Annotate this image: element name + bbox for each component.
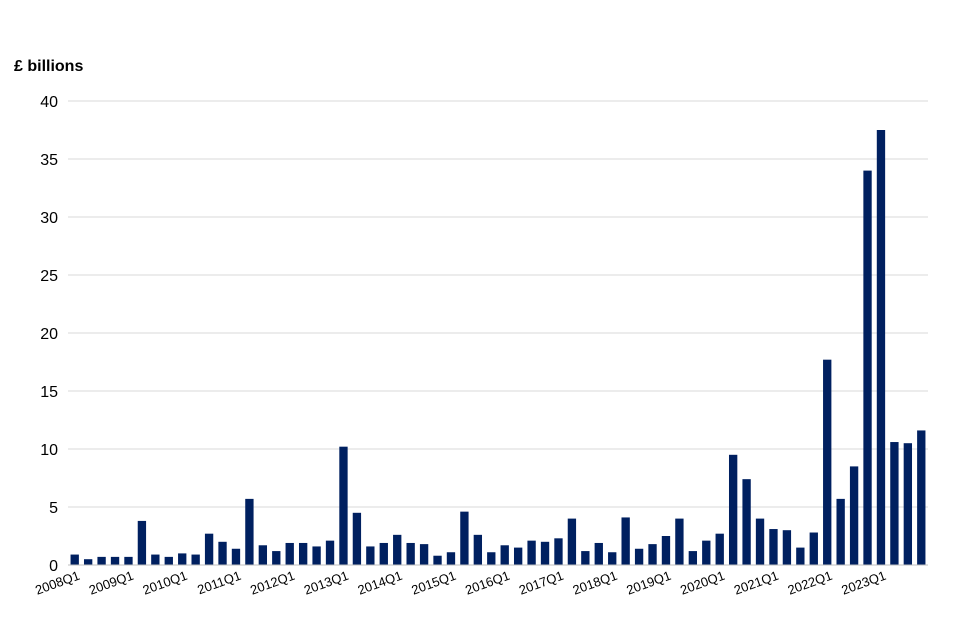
bar-2012Q2 (298, 542, 308, 565)
bar-2008Q4 (110, 556, 120, 565)
y-tick-label: 40 (40, 94, 58, 111)
bar-2013Q1 (339, 446, 348, 565)
bar-2022Q2 (836, 498, 845, 565)
bar-2023Q2 (890, 442, 899, 565)
bar-2018Q4 (648, 544, 657, 565)
bar-2009Q4 (164, 556, 173, 565)
x-tick-label: 2022Q1 (786, 568, 835, 598)
bar-2017Q1 (554, 538, 563, 565)
bar-2012Q4 (325, 540, 335, 565)
bar-2023Q4 (917, 430, 926, 565)
bar-2016Q2 (513, 547, 523, 565)
bar-2009Q1 (124, 556, 133, 565)
bar-2020Q2 (728, 454, 738, 565)
y-tick-label: 20 (40, 326, 58, 343)
bar-2019Q3 (688, 551, 698, 565)
x-tick-label: 2020Q1 (678, 568, 727, 598)
x-tick-label: 2009Q1 (87, 568, 136, 598)
x-tick-label: 2014Q1 (356, 568, 405, 598)
bar-2018Q1 (608, 552, 617, 565)
x-tick-label: 2010Q1 (141, 568, 190, 598)
x-tick-label: 2012Q1 (248, 568, 297, 598)
bar-2017Q4 (594, 542, 603, 565)
bar-2022Q1 (823, 359, 832, 565)
bar-2013Q2 (352, 512, 362, 565)
x-tick-label: 2023Q1 (839, 568, 888, 598)
bar-2008Q2 (83, 559, 93, 565)
bar-2015Q4 (487, 552, 496, 565)
bar-2019Q4 (702, 540, 711, 565)
y-tick-label: 35 (40, 152, 58, 169)
gridlines (68, 100, 928, 508)
x-tick-label: 2018Q1 (571, 568, 620, 598)
bar-2014Q3 (419, 544, 429, 565)
bar-2008Q1 (70, 554, 79, 565)
bar-2012Q1 (285, 542, 294, 565)
bar-2012Q3 (312, 546, 321, 565)
bar-2018Q2 (621, 517, 630, 565)
bar-2015Q3 (473, 534, 483, 565)
bar-2011Q3 (258, 545, 268, 565)
x-axis-ticks: 2008Q1 2009Q1 2010Q1 2011Q1 2012Q1 2013Q1 2014… (33, 568, 888, 598)
bar-2010Q1 (178, 553, 187, 565)
x-tick-label: 2015Q1 (409, 568, 458, 598)
bar-2022Q4 (863, 170, 872, 565)
bar-2021Q3 (796, 547, 805, 565)
x-tick-label: 2017Q1 (517, 568, 566, 598)
bar-2009Q2 (137, 520, 147, 565)
bar-2020Q3 (742, 479, 751, 565)
bar-2015Q1 (446, 552, 456, 565)
bar-2010Q3 (204, 533, 214, 565)
bar-2016Q1 (500, 545, 509, 565)
y-tick-label: 10 (40, 442, 58, 459)
bar-2015Q2 (460, 511, 469, 565)
bar-2010Q4 (218, 541, 227, 565)
bar-2017Q3 (581, 551, 590, 565)
x-tick-label: 2019Q1 (624, 568, 673, 598)
bar-2023Q3 (903, 443, 913, 565)
bar-2011Q2 (245, 498, 254, 565)
bar-2021Q4 (809, 532, 818, 565)
bar-2016Q3 (527, 540, 536, 565)
bar-2022Q3 (849, 466, 859, 565)
y-tick-label: 15 (40, 384, 58, 401)
bar-2021Q1 (769, 529, 778, 565)
bar-2013Q3 (366, 546, 375, 565)
bar-2017Q2 (567, 518, 577, 565)
bar-2021Q2 (782, 530, 792, 565)
y-tick-label: 0 (49, 558, 58, 575)
y-axis-unit-label: £ billions (14, 58, 84, 75)
bar-2019Q2 (675, 518, 684, 565)
y-tick-label: 5 (49, 500, 58, 517)
bar-2008Q3 (97, 556, 106, 565)
x-tick-label: 2013Q1 (302, 568, 351, 598)
bar-2014Q4 (433, 555, 442, 565)
bar-2023Q1 (876, 130, 886, 565)
bar-2011Q4 (272, 551, 281, 565)
bars (70, 130, 926, 565)
bar-2016Q4 (540, 541, 550, 565)
bar-2013Q4 (379, 542, 388, 565)
bar-2020Q4 (755, 518, 765, 565)
bar-2014Q1 (393, 534, 402, 565)
bar-2011Q1 (231, 548, 241, 565)
x-tick-label: 2021Q1 (732, 568, 781, 598)
bar-2018Q3 (634, 548, 644, 565)
bar-2014Q2 (406, 542, 415, 565)
x-tick-label: 2016Q1 (463, 568, 512, 598)
bar-2009Q3 (151, 554, 160, 565)
y-axis-ticks: 0 5 10 15 20 25 30 35 40 (40, 94, 58, 575)
bar-2010Q2 (191, 554, 200, 565)
bar-2019Q1 (661, 536, 671, 565)
y-tick-label: 25 (40, 268, 58, 285)
bar-2020Q1 (715, 533, 724, 565)
x-tick-label: 2011Q1 (195, 568, 243, 598)
y-tick-label: 30 (40, 210, 58, 227)
